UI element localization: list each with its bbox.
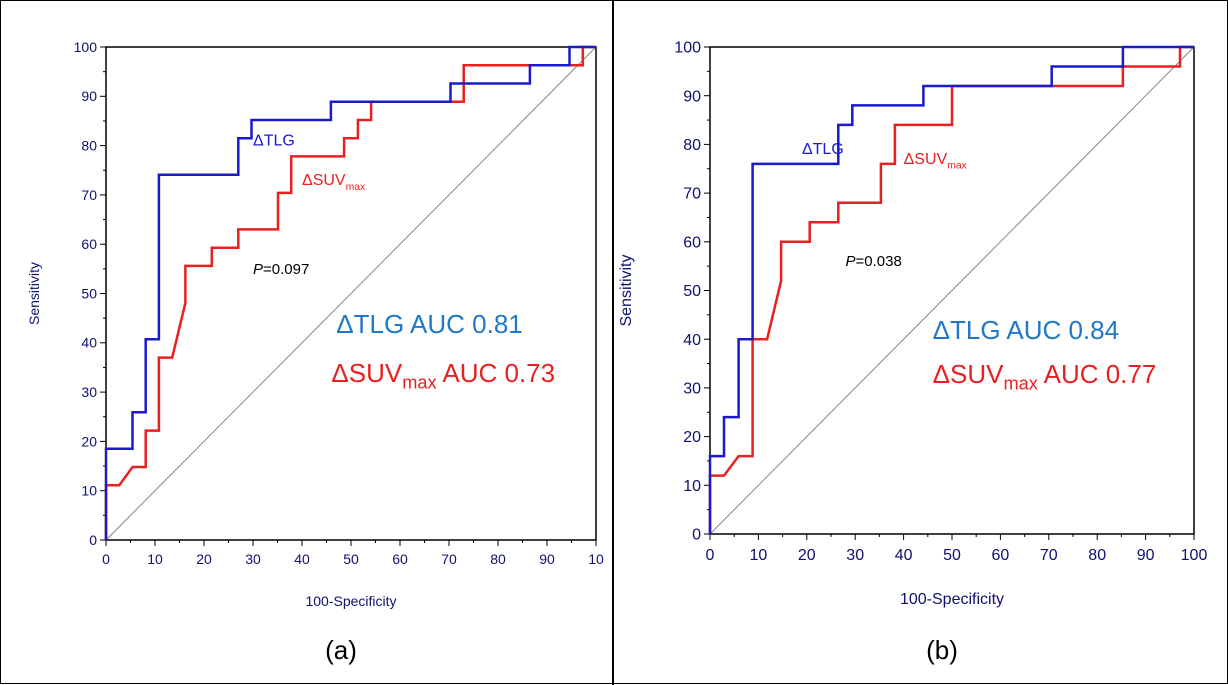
x-tick-label: 0 [102, 551, 110, 567]
panel-divider [612, 1, 614, 685]
y-tick-label: 80 [81, 138, 97, 154]
y-tick-label: 40 [81, 335, 97, 351]
x-tick-label: 10 [750, 547, 768, 564]
x-tick-label: 70 [1040, 547, 1058, 564]
x-tick-label: 10 [147, 551, 163, 567]
x-tick-label: 90 [1137, 547, 1155, 564]
x-tick-label: 10 [588, 551, 604, 567]
y-axis-title: Sensitivity [26, 262, 42, 325]
y-tick-label: 100 [674, 40, 701, 57]
x-tick-label: 30 [846, 547, 864, 564]
roc-curve-suvmax [708, 45, 1194, 534]
y-tick-label: 30 [683, 381, 701, 398]
y-tick-label: 50 [683, 283, 701, 300]
panel-b: 0 10 20 30 40 50 60 70 80 90 100 0 10 20 30 40 50 60 70 80 9… [618, 4, 1220, 680]
y-tick-label: 100 [74, 39, 98, 55]
auc-label-suvmax: ΔSUVmax AUC 0.73 [331, 358, 555, 393]
panel-caption: (a) [325, 635, 357, 665]
x-tick-label: 60 [992, 547, 1010, 564]
y-tick-label: 50 [81, 285, 97, 301]
x-tick-label: 70 [441, 551, 457, 567]
y-tick-label: 60 [81, 236, 97, 252]
x-tick-label: 0 [706, 547, 715, 564]
panel-caption: (b) [926, 635, 958, 665]
y-tick-label: 10 [81, 483, 97, 499]
y-axis-title: Sensitivity [618, 254, 635, 326]
y-tick-label: 40 [683, 332, 701, 349]
roc-curve-tlg [104, 45, 596, 540]
y-tick-label: 0 [89, 532, 97, 548]
auc-label-suvmax: ΔSUVmax AUC 0.77 [933, 359, 1157, 394]
x-tick-label: 20 [196, 551, 212, 567]
y-tick-label: 80 [683, 137, 701, 154]
x-tick-label: 80 [1088, 547, 1106, 564]
x-axis-title: 100-Specificity [900, 591, 1004, 608]
x-tick-label: 40 [294, 551, 310, 567]
x-tick-label: 40 [895, 547, 913, 564]
y-tick-label: 70 [81, 187, 97, 203]
series-label-suvmax: ΔSUVmax [302, 172, 366, 193]
x-tick-label: 50 [343, 551, 359, 567]
x-tick-label: 50 [943, 547, 961, 564]
y-tick-label: 20 [81, 433, 97, 449]
x-tick-label: 100 [1181, 547, 1208, 564]
series-label-tlg: ΔTLG [253, 133, 295, 150]
auc-label-tlg: ΔTLG AUC 0.81 [336, 309, 522, 339]
y-tick-label: 0 [692, 527, 701, 544]
x-tick-label: 80 [490, 551, 506, 567]
x-tick-label: 60 [392, 551, 408, 567]
y-tick-label: 30 [81, 384, 97, 400]
x-tick-label: 20 [798, 547, 816, 564]
roc-chart-b: 0 10 20 30 40 50 60 70 80 90 100 0 10 20 30 40 50 60 70 80 9… [618, 40, 1208, 665]
y-tick-label: 20 [683, 429, 701, 446]
x-tick-label: 90 [539, 551, 555, 567]
y-tick-label: 70 [683, 186, 701, 203]
y-tick-label: 60 [683, 234, 701, 251]
reference-diagonal [105, 46, 597, 541]
roc-curve-tlg [708, 45, 1194, 534]
x-tick-label: 30 [245, 551, 261, 567]
p-value: P=0.038 [846, 253, 902, 270]
y-tick-label: 90 [683, 88, 701, 105]
auc-label-tlg: ΔTLG AUC 0.84 [933, 315, 1119, 345]
y-tick-label: 10 [683, 478, 701, 495]
roc-chart-a: 0 10 20 30 40 50 60 70 80 90 100 0 10 20 30 40 50 60 70 80 9… [26, 39, 604, 665]
series-label-tlg: ΔTLG [802, 141, 844, 158]
x-axis-title: 100-Specificity [305, 593, 396, 609]
panel-a: 0 10 20 30 40 50 60 70 80 90 100 0 10 20 30 40 50 60 70 80 9… [4, 4, 606, 680]
reference-diagonal [709, 46, 1195, 535]
y-tick-label: 90 [81, 88, 97, 104]
p-value: P=0.097 [253, 261, 309, 278]
series-label-suvmax: ΔSUVmax [904, 151, 968, 172]
